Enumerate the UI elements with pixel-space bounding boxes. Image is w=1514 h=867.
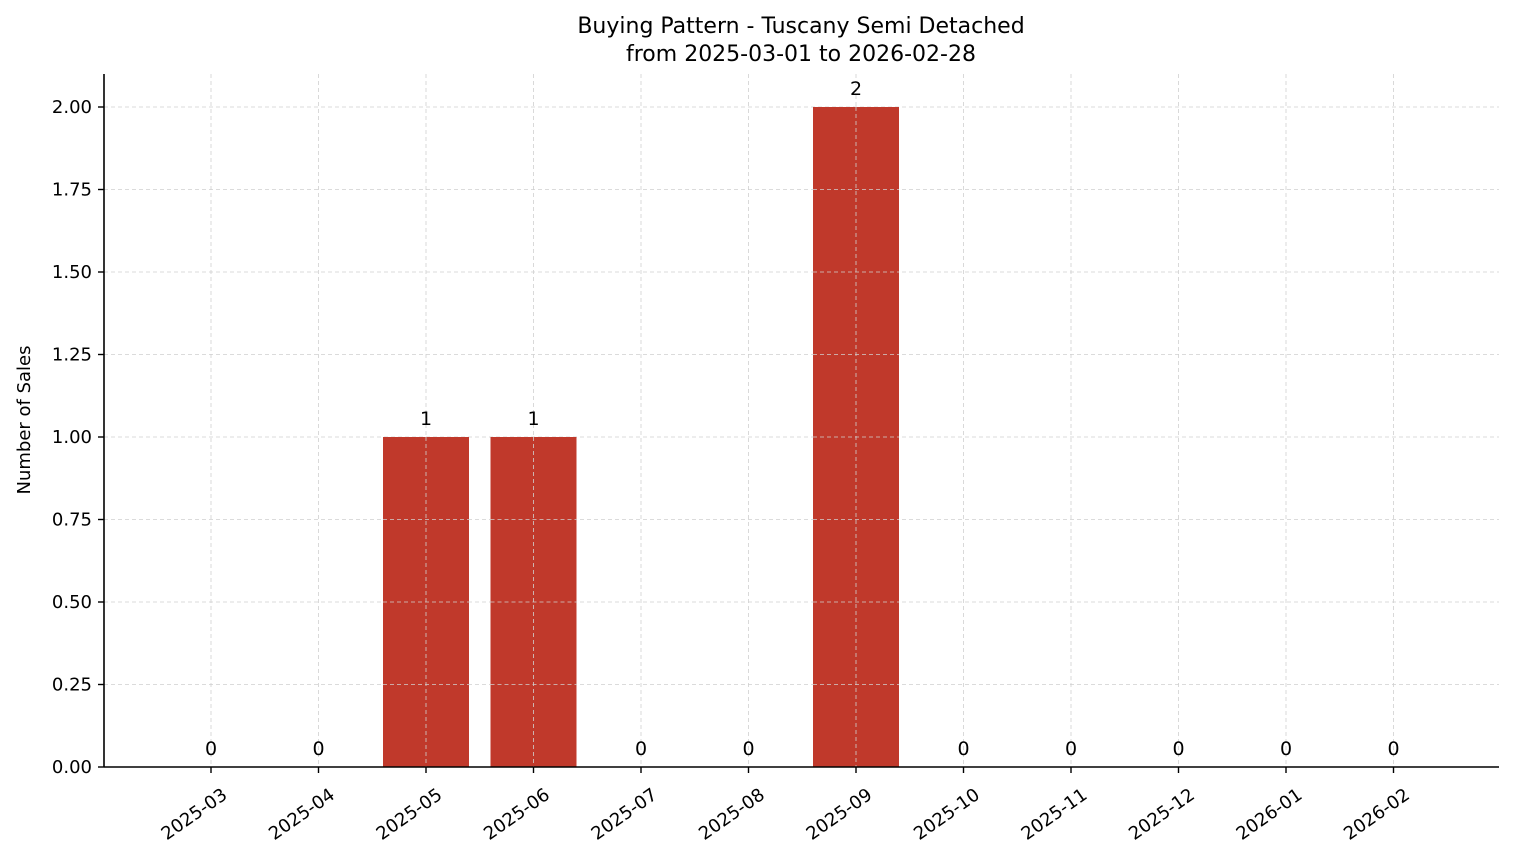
data-label: 0 <box>1172 738 1184 760</box>
data-label: 2 <box>850 78 862 100</box>
data-label: 1 <box>420 408 432 430</box>
x-tick-label: 2026-02 <box>1340 784 1414 844</box>
chart-subtitle: from 2025-03-01 to 2026-02-28 <box>626 42 976 67</box>
label-layer: 0 0 1 1 0 0 2 0 0 0 0 0 <box>205 78 1400 760</box>
x-tick-label: 2025-08 <box>695 784 769 844</box>
data-label: 0 <box>1387 738 1399 760</box>
x-tick-label: 2025-03 <box>158 784 232 844</box>
data-label: 0 <box>957 738 969 760</box>
data-label: 0 <box>1280 738 1292 760</box>
data-label: 0 <box>205 738 217 760</box>
x-tick-label: 2025-09 <box>803 784 877 844</box>
data-label: 1 <box>527 408 539 430</box>
y-tick-label: 0.25 <box>52 675 92 696</box>
x-tick-label: 2025-11 <box>1018 784 1092 844</box>
x-tick-label: 2025-05 <box>373 784 447 844</box>
y-tick-label: 1.50 <box>52 262 92 283</box>
y-tick-label: 0.75 <box>52 510 92 531</box>
data-label: 0 <box>742 738 754 760</box>
chart-title: Buying Pattern - Tuscany Semi Detached <box>577 14 1024 39</box>
y-tick-label: 1.75 <box>52 180 92 201</box>
x-tick-label: 2025-12 <box>1125 784 1199 844</box>
y-tick-label: 0.00 <box>52 757 92 778</box>
y-tick-label: 1.25 <box>52 345 92 366</box>
data-label: 0 <box>635 738 647 760</box>
data-label: 0 <box>312 738 324 760</box>
y-tick-label: 0.50 <box>52 592 92 613</box>
grid-layer <box>104 74 1499 768</box>
x-tick-label: 2025-07 <box>588 784 662 844</box>
x-tick-label: 2025-04 <box>265 784 339 844</box>
x-tick-label: 2025-06 <box>480 784 554 844</box>
y-tick-label: 1.00 <box>52 427 92 448</box>
x-tick-label: 2026-01 <box>1233 784 1307 844</box>
y-tick-label: 2.00 <box>52 97 92 118</box>
y-axis-label: Number of Sales <box>14 345 35 494</box>
x-tick-label: 2025-10 <box>910 784 984 844</box>
bar-layer <box>383 107 899 767</box>
data-label: 0 <box>1065 738 1077 760</box>
